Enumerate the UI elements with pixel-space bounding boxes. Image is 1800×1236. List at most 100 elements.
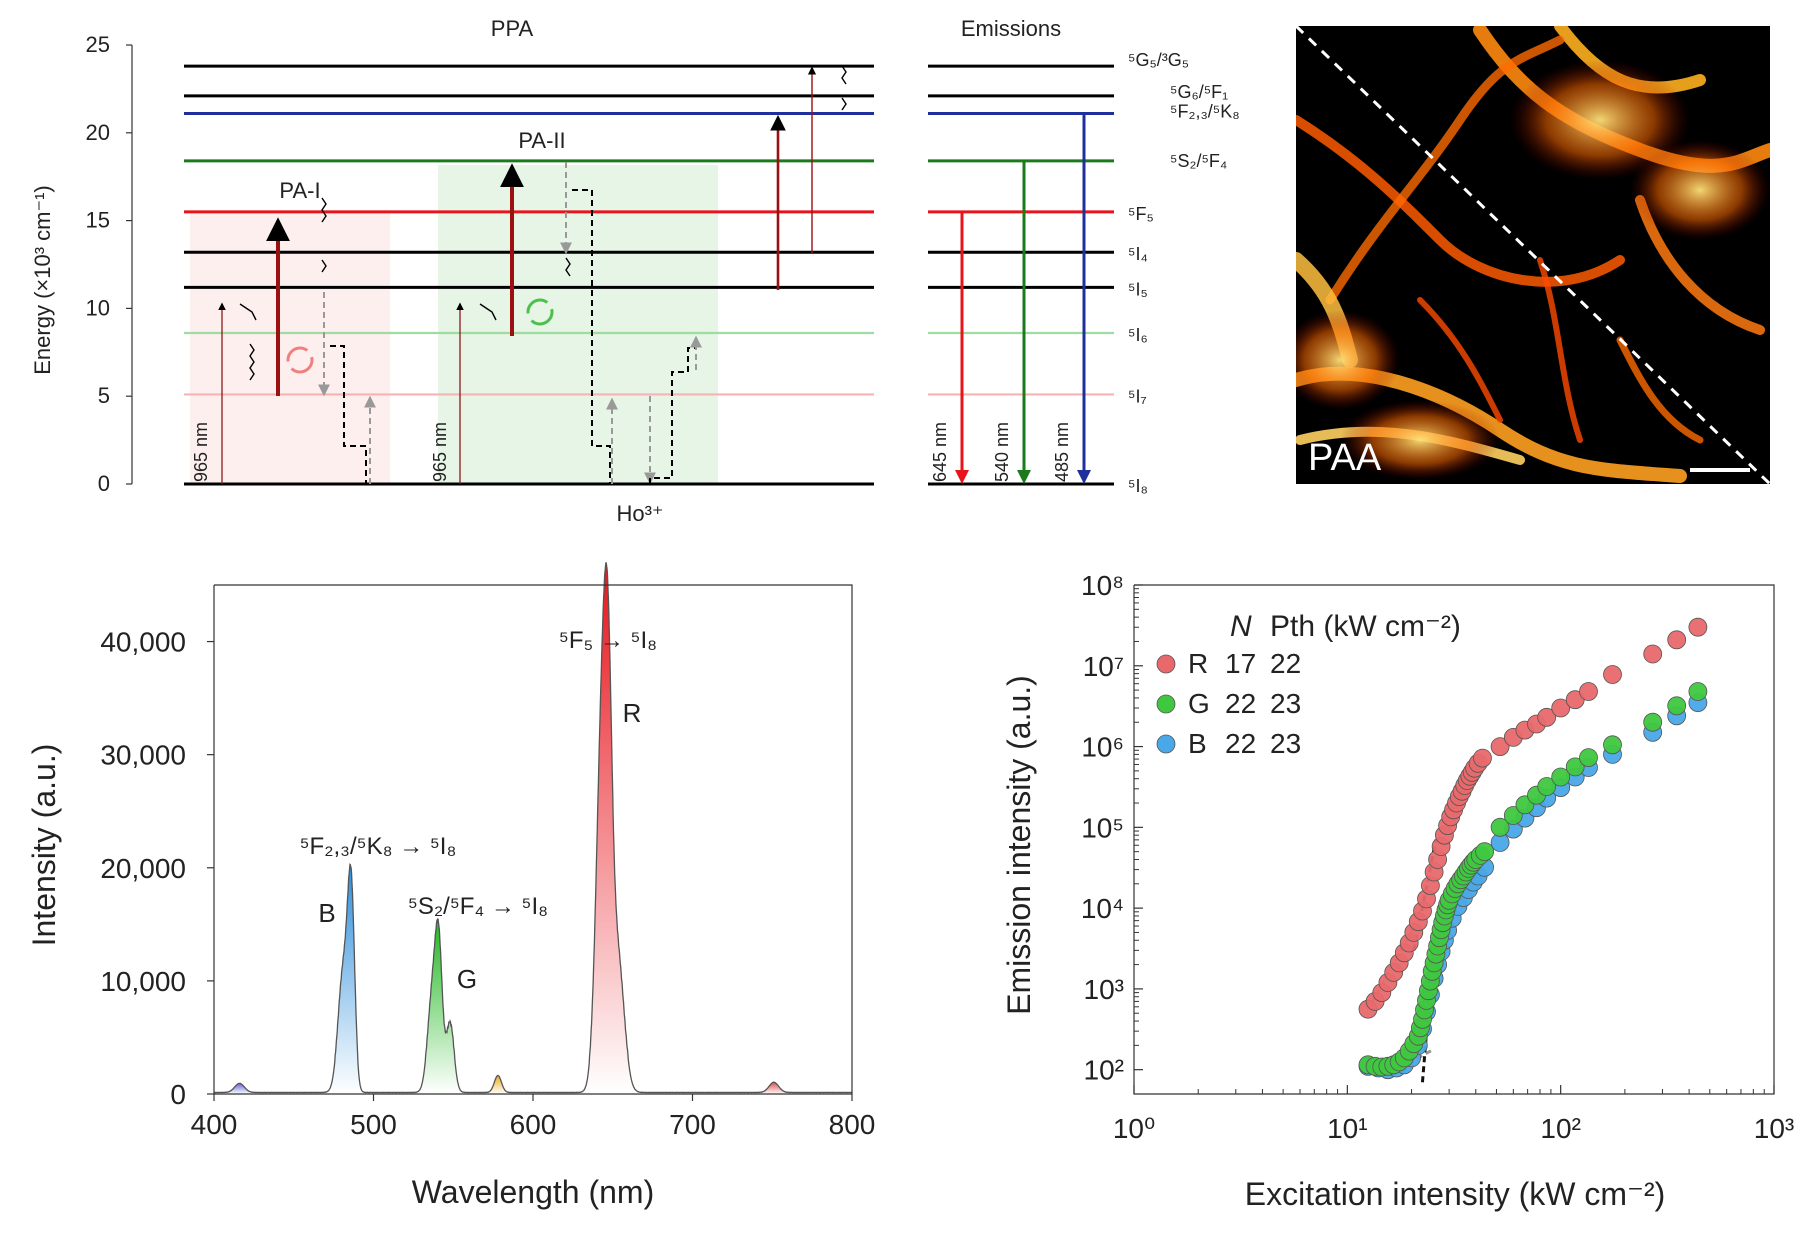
- legend-series-name: B: [1188, 728, 1207, 759]
- legend-n-value: 17: [1225, 648, 1256, 679]
- legend-marker: [1156, 734, 1176, 754]
- level-label: ⁵G₅/³G₅: [1128, 50, 1189, 70]
- x-tick-label: 10¹: [1327, 1113, 1367, 1144]
- data-point: [1579, 682, 1598, 701]
- level-label: ⁵I₇: [1128, 386, 1147, 406]
- emission-arrows: 645 nm 540 nm 485 nm: [930, 113, 1091, 484]
- emission-wavelength-label: 540 nm: [992, 422, 1012, 482]
- x-axis-label: Excitation intensity (kW cm⁻²): [1245, 1176, 1666, 1212]
- image-label: PAA: [1308, 437, 1382, 479]
- y-tick-label: 10: [86, 295, 110, 320]
- scatter-points: [1358, 617, 1708, 1080]
- y-tick-label: 30,000: [100, 740, 186, 771]
- legend-n-value: 22: [1225, 688, 1256, 719]
- cycle-icon: [286, 346, 314, 374]
- y-tick-label: 10⁷: [1083, 651, 1124, 682]
- legend-marker: [1156, 654, 1176, 674]
- level-labels: ⁵I₈ ⁵I₇ ⁵I₆ ⁵I₅ ⁵I₄ ⁵F₅ ⁵S₂/⁵F₄ ⁵F₂,₃/⁵K₈⁵G₆/⁵F…: [1128, 50, 1240, 496]
- emission-wavelength-label: 645 nm: [930, 422, 950, 482]
- red-transition-label: ⁵F₅ → ⁵I₈: [559, 627, 657, 654]
- peak-fill: [226, 1083, 253, 1094]
- x-tick-label: 10⁰: [1113, 1113, 1155, 1144]
- peak-fill: [486, 1075, 510, 1094]
- power-dependence-plot: 10⁰ 10¹ 10² 10³ 10² 10³ 10⁴ 10⁵ 10⁶ 10⁷ 10⁸ N Pth (…: [1001, 570, 1794, 1212]
- y-tick-label: 25: [86, 32, 110, 57]
- y-tick-label: 10⁸: [1081, 570, 1124, 601]
- energy-axis-label: Energy (×10³ cm⁻¹): [30, 185, 55, 375]
- pa-ii-label: PA-II: [518, 128, 565, 153]
- legend-marker: [1156, 694, 1176, 714]
- y-tick-label: 10,000: [100, 966, 186, 997]
- x-tick-label: 10²: [1540, 1113, 1580, 1144]
- pa-i-region: [190, 210, 390, 484]
- x-tick-label: 400: [191, 1109, 238, 1140]
- loglog-axes: 10⁰ 10¹ 10² 10³ 10² 10³ 10⁴ 10⁵ 10⁶ 10⁷ 10⁸: [1081, 570, 1794, 1144]
- level-label: ⁵I₈: [1128, 476, 1148, 496]
- x-tick-label: 10³: [1754, 1113, 1794, 1144]
- cycle-icon: [526, 298, 554, 326]
- legend-header-pth: Pth (kW cm⁻²): [1270, 610, 1461, 643]
- data-point: [1688, 617, 1708, 637]
- data-point: [1688, 682, 1708, 701]
- peak-fill: [577, 565, 648, 1094]
- nonradiative-relaxation: [239, 65, 847, 381]
- y-tick-label: 0: [170, 1079, 186, 1110]
- data-point: [1537, 707, 1557, 727]
- g-label: G: [457, 964, 477, 994]
- data-point: [1551, 767, 1571, 787]
- data-point: [1667, 630, 1687, 650]
- data-point: [1503, 806, 1523, 825]
- legend-pth-value: 23: [1270, 688, 1301, 719]
- y-tick-label: 0: [98, 471, 110, 496]
- energy-level-diagram: 0 5 10 15 20 25 Energy (×10³ cm⁻¹) PPA Emissi…: [30, 16, 1240, 526]
- pump-label: 965 nm: [430, 422, 450, 482]
- legend-series-name: G: [1188, 688, 1210, 719]
- y-tick-label: 20,000: [100, 853, 186, 884]
- pa-i-label: PA-I: [279, 178, 320, 203]
- emission-arrowhead: [955, 470, 969, 484]
- data-point: [1475, 842, 1494, 862]
- data-point: [1490, 817, 1510, 837]
- y-tick-label: 10⁶: [1081, 732, 1124, 763]
- data-point: [1565, 757, 1585, 777]
- pump-label: 965 nm: [191, 422, 211, 482]
- y-tick-label: 10⁵: [1081, 812, 1124, 843]
- spectrum-axes: 400 500 600 700 800 0 10,000 20,000 30,000 40,000: [100, 584, 875, 1140]
- emissions-title: Emissions: [961, 16, 1061, 41]
- y-axis-label: Intensity (a.u.): [26, 744, 62, 947]
- paa-image: PAA: [1296, 26, 1770, 484]
- cross-relaxation-path: [330, 345, 367, 484]
- legend-pth-value: 23: [1270, 728, 1301, 759]
- blue-transition-label: ⁵F₂,₃/⁵K₈ → ⁵I₈: [300, 833, 457, 860]
- y-tick-label: 5: [98, 383, 110, 408]
- y-tick-label: 15: [86, 208, 110, 233]
- ppa-title: PPA: [491, 16, 534, 41]
- data-point: [1473, 748, 1492, 768]
- energy-axis: 0 5 10 15 20 25: [86, 32, 133, 496]
- data-point: [1551, 698, 1571, 718]
- emission-spectrum: 400 500 600 700 800 0 10,000 20,000 30,000 40,000…: [26, 562, 875, 1210]
- data-point: [1643, 644, 1663, 664]
- legend-series-name: R: [1188, 648, 1208, 679]
- level-label: ⁵G₆/⁵F₁: [1170, 82, 1228, 102]
- emission-arrowhead: [1017, 470, 1031, 484]
- data-point: [1537, 777, 1557, 796]
- y-tick-label: 40,000: [100, 627, 186, 658]
- ion-label: Ho³⁺: [616, 501, 663, 526]
- peak-fills: [226, 565, 789, 1094]
- b-label: B: [318, 898, 335, 928]
- data-point: [1490, 737, 1510, 756]
- level-label: ⁵I₅: [1128, 279, 1148, 299]
- emission-arrowhead: [1077, 470, 1091, 484]
- green-transition-label: ⁵S₂/⁵F₄ → ⁵I₈: [408, 893, 548, 920]
- cross-relaxation-path: [649, 347, 696, 484]
- peak-fill: [759, 1082, 789, 1094]
- spectrum-line: [213, 562, 853, 1094]
- data-point: [1643, 712, 1663, 732]
- y-axis-label: Emission intensity (a.u.): [1001, 675, 1037, 1015]
- level-label: ⁵I₄: [1128, 244, 1148, 264]
- y-tick-label: 10²: [1084, 1055, 1124, 1086]
- x-tick-label: 700: [669, 1109, 716, 1140]
- legend-n-value: 22: [1225, 728, 1256, 759]
